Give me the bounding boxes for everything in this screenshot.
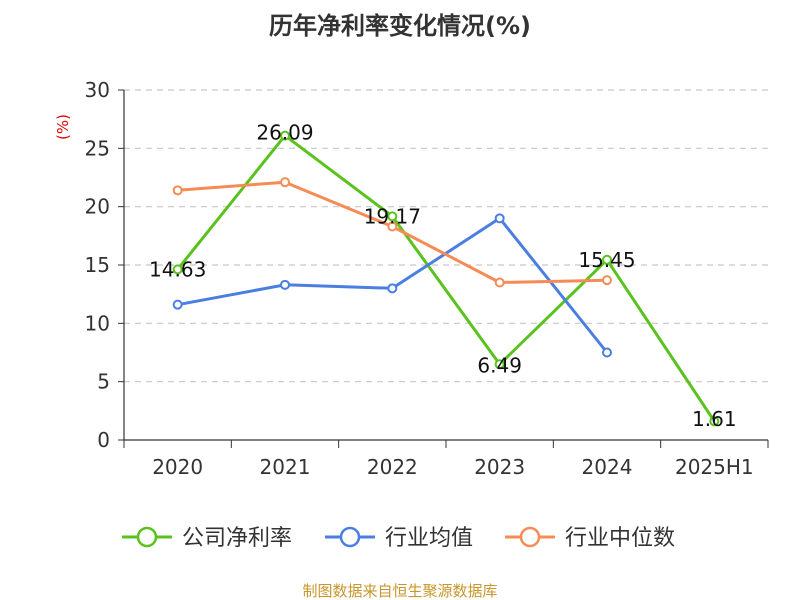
legend-item[interactable]: 行业中位数 (505, 526, 675, 551)
legend-label: 公司净利率 (182, 526, 292, 551)
series-2 (172, 213, 612, 358)
x-tick-label: 2025H1 (675, 455, 754, 479)
y-tick-label: 0 (97, 428, 110, 452)
x-tick-label: 2023 (474, 455, 525, 479)
data-label: 1.61 (692, 407, 737, 431)
axes (118, 89, 769, 448)
data-label: 6.49 (477, 353, 522, 377)
chart-title: 历年净利率变化情况(%) (269, 12, 531, 40)
data-labels: 14.63 26.09 19.17 6.49 15.45 1.61 (149, 121, 737, 432)
data-point (602, 275, 612, 286)
data-point (387, 283, 398, 294)
x-tick-label: 2022 (367, 455, 418, 479)
y-tick-label: 10 (85, 311, 110, 335)
data-point (387, 221, 398, 232)
legend-item[interactable]: 行业均值 (325, 526, 473, 551)
x-tick-labels: 2020 2021 2022 2023 2024 2025H1 (152, 455, 753, 479)
legend-marker-icon (339, 526, 361, 548)
source-note: 制图数据来自恒生聚源数据库 (302, 582, 497, 600)
x-tick-label: 2020 (152, 455, 203, 479)
data-label: 14.63 (149, 257, 206, 281)
y-tick-label: 20 (85, 195, 110, 219)
legend[interactable]: 公司净利率 行业均值 行业中位数 (122, 526, 675, 551)
x-tick-label: 2024 (582, 455, 633, 479)
data-point (602, 347, 612, 358)
data-point (280, 177, 290, 188)
data-point (172, 264, 183, 275)
data-point (280, 130, 290, 141)
data-label: 19.17 (364, 204, 421, 228)
y-tick-label: 5 (97, 370, 110, 394)
y-tick-label: 25 (85, 136, 110, 160)
legend-marker-icon (519, 526, 541, 548)
series-line (177, 180, 608, 284)
data-point (494, 213, 505, 224)
legend-label: 行业均值 (385, 526, 473, 551)
y-tick-label: 30 (85, 78, 110, 102)
data-point (602, 254, 612, 265)
series-line (176, 134, 716, 423)
data-label: 15.45 (578, 248, 635, 272)
data-point (709, 416, 720, 427)
data-point (494, 277, 505, 288)
data-point (494, 359, 505, 370)
data-point (172, 185, 183, 196)
x-tick-label: 2021 (260, 455, 311, 479)
series-3 (172, 177, 612, 288)
legend-item[interactable]: 公司净利率 (122, 526, 292, 551)
y-axis-label: (%) (54, 114, 72, 140)
series-1 (172, 130, 720, 427)
y-tick-label: 15 (85, 253, 110, 277)
series-lines (172, 130, 720, 427)
data-label: 26.09 (256, 121, 313, 145)
legend-marker-icon (136, 526, 158, 548)
grid-lines (124, 89, 768, 383)
data-point (172, 299, 183, 310)
legend-label: 行业中位数 (565, 526, 675, 551)
data-point (280, 279, 290, 290)
y-tick-labels: 0 5 10 15 20 25 30 (85, 78, 110, 452)
data-point (387, 211, 398, 222)
